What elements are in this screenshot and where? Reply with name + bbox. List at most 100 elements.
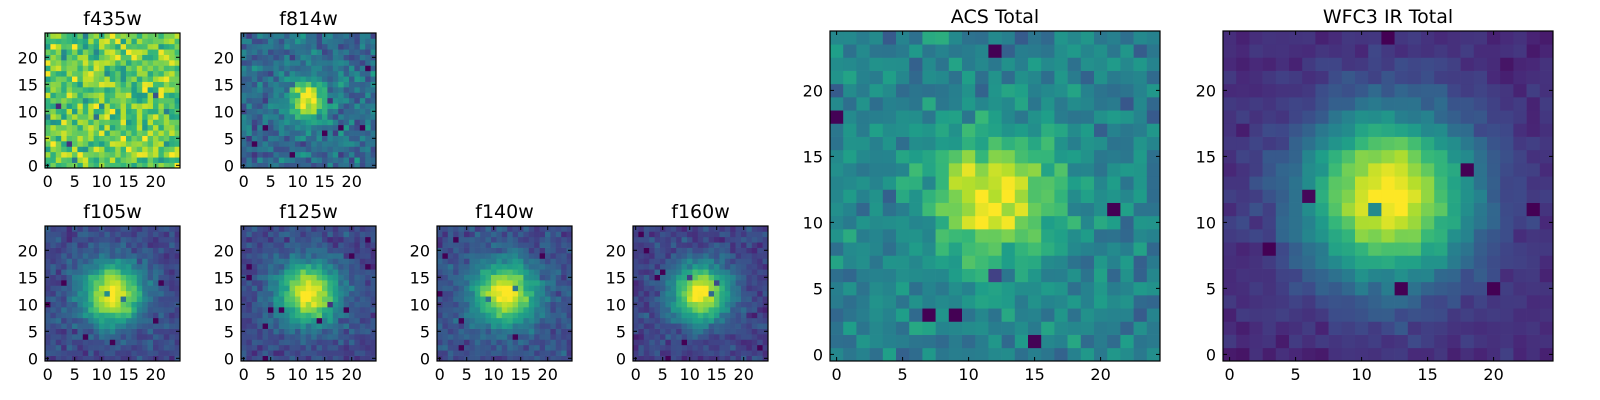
heatmap-cell — [284, 124, 290, 131]
heatmap-cell — [501, 280, 508, 286]
y-tick-label: 10 — [214, 102, 234, 121]
heatmap-cell — [437, 285, 443, 292]
heatmap-cell — [322, 263, 328, 270]
heatmap-cell — [1381, 281, 1395, 296]
heatmap-cell — [843, 31, 857, 45]
heatmap-cell — [654, 231, 661, 238]
heatmap-cell — [751, 280, 758, 286]
heatmap-cell — [359, 124, 366, 131]
heatmap-cell — [681, 280, 688, 286]
heatmap-cell — [126, 253, 132, 259]
heatmap-cell — [327, 285, 334, 292]
heatmap-cell — [453, 307, 459, 313]
heatmap-cell — [257, 274, 263, 281]
heatmap-cell — [99, 146, 105, 153]
heatmap-cell — [55, 236, 62, 243]
heatmap-cell — [523, 328, 530, 335]
heatmap-cell — [354, 307, 361, 313]
heatmap-cell — [72, 97, 78, 104]
heatmap-cell — [66, 76, 73, 82]
heatmap-cell — [45, 307, 51, 313]
heatmap-cell — [153, 236, 159, 243]
heatmap-cell — [1080, 163, 1095, 177]
heatmap-cell — [305, 307, 312, 313]
heatmap-cell — [437, 269, 443, 275]
heatmap-cell — [120, 328, 127, 335]
heatmap-cell — [751, 226, 758, 232]
heatmap-cell — [1262, 268, 1277, 283]
heatmap-cell — [962, 308, 976, 322]
heatmap-cell — [169, 151, 175, 158]
heatmap-cell — [1028, 149, 1042, 164]
heatmap-cell — [1473, 334, 1488, 349]
heatmap-cell — [437, 344, 443, 351]
heatmap-cell — [882, 295, 897, 309]
heatmap-cell — [349, 130, 355, 136]
heatmap-cell — [311, 70, 317, 77]
heatmap-cell — [1394, 176, 1409, 190]
heatmap-cell — [174, 317, 181, 324]
heatmap-cell — [741, 339, 747, 346]
heatmap-cell — [142, 124, 148, 131]
heatmap-cell — [163, 119, 170, 126]
heatmap-cell — [332, 124, 339, 131]
heatmap-cell — [131, 114, 138, 120]
heatmap-cell — [268, 114, 274, 120]
heatmap-cell — [131, 60, 138, 66]
heatmap-cell — [338, 236, 344, 243]
heatmap-cell — [120, 114, 127, 120]
heatmap-cell — [82, 43, 89, 50]
heatmap-cell — [295, 285, 301, 292]
heatmap-cell — [1328, 268, 1343, 283]
heatmap-cell — [284, 312, 290, 319]
heatmap-cell — [327, 151, 334, 158]
heatmap-cell — [687, 274, 693, 281]
heatmap-cell — [566, 296, 573, 302]
heatmap-cell — [962, 149, 976, 164]
heatmap-cell — [882, 229, 897, 243]
heatmap-cell — [305, 162, 312, 169]
panel-title: f125w — [279, 201, 338, 223]
heatmap-cell — [670, 301, 677, 308]
heatmap-cell — [1513, 202, 1527, 217]
heatmap-cell — [262, 65, 269, 72]
heatmap-cell — [305, 285, 312, 292]
heatmap-cell — [1080, 321, 1095, 335]
heatmap-cell — [349, 103, 355, 109]
heatmap-cell — [909, 136, 923, 151]
heatmap-cell — [158, 296, 165, 302]
heatmap-cell — [1473, 229, 1488, 243]
heatmap-cell — [273, 339, 280, 346]
heatmap-cell — [55, 119, 62, 126]
heatmap-cell — [126, 92, 132, 99]
heatmap-cell — [654, 263, 661, 270]
heatmap-cell — [327, 226, 334, 232]
heatmap-cell — [1014, 295, 1029, 309]
heatmap-cell — [262, 81, 269, 88]
heatmap-cell — [442, 226, 449, 232]
heatmap-cell — [670, 274, 677, 281]
heatmap-cell — [561, 269, 567, 275]
heatmap-cell — [665, 236, 672, 243]
heatmap-cell — [856, 242, 870, 256]
heatmap-cell — [1421, 281, 1435, 296]
heatmap-cell — [109, 328, 116, 335]
heatmap-cell — [751, 258, 758, 265]
heatmap-cell — [158, 247, 165, 254]
heatmap-cell — [305, 269, 312, 275]
heatmap-cell — [273, 60, 280, 66]
heatmap-cell — [278, 344, 285, 351]
heatmap-cell — [724, 285, 731, 292]
heatmap-cell — [99, 323, 105, 329]
heatmap-cell — [311, 253, 317, 259]
heatmap-cell — [1341, 176, 1356, 190]
heatmap-cell — [246, 236, 253, 243]
heatmap-cell — [169, 92, 175, 99]
heatmap-cell — [909, 242, 923, 256]
heatmap-cell — [523, 242, 530, 248]
heatmap-cell — [697, 242, 704, 248]
heatmap-cell — [474, 312, 481, 319]
heatmap-cell — [359, 274, 366, 281]
x-tick-label: 10 — [92, 365, 112, 384]
heatmap-cell — [638, 280, 645, 286]
